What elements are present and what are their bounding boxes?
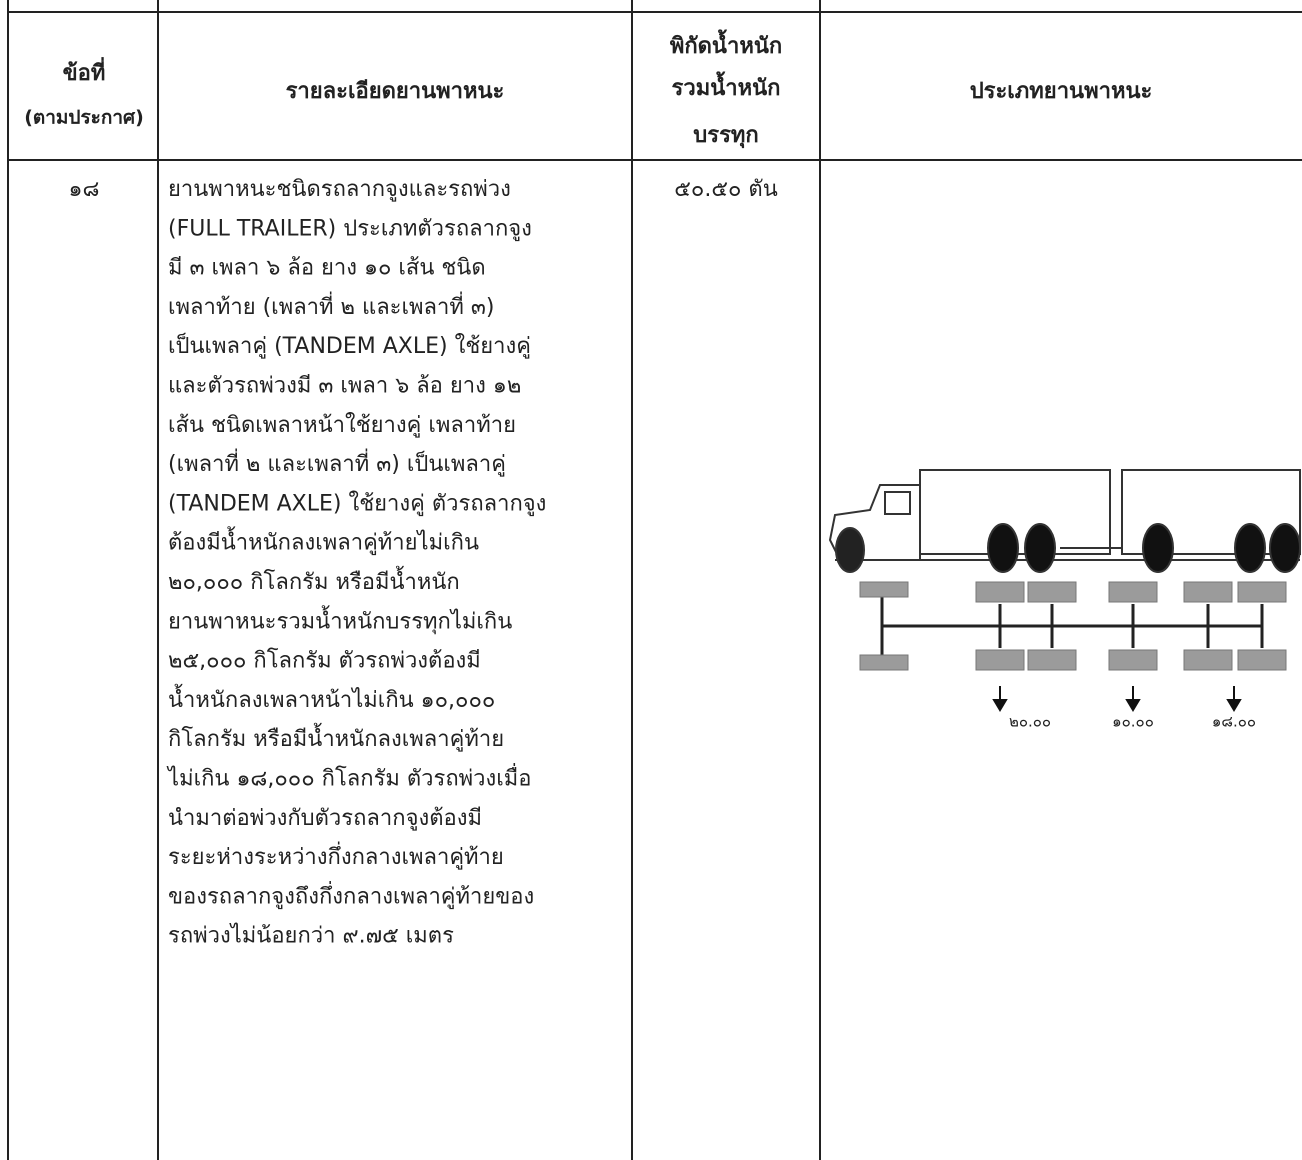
details-line: มี ๓ เพลา ๖ ล้อ ยาง ๑๐ เส้น ชนิด (168, 256, 486, 281)
details-line: เป็นเพลาคู่ (TANDEM AXLE) ใช้ยางคู่ (168, 331, 531, 359)
item-no: ๑๘ (69, 177, 100, 202)
table-borders (7, 0, 1302, 1160)
details-line: (เพลาที่ ๒ และเพลาที่ ๓) เป็นเพลาคู่ (168, 448, 506, 477)
axle-load: ๑๐.๐๐ (1112, 713, 1154, 731)
axle-load: ๑๘.๐๐ (1212, 713, 1256, 731)
axle-load: ๒๐.๐๐ (1009, 713, 1051, 731)
axle-diagram (859, 581, 1287, 712)
header-weight: รวมน้ำหนัก (672, 71, 781, 101)
details-line: ระยะห่างระหว่างกึ่งกลางเพลาคู่ท้าย (168, 841, 504, 870)
details-line: น้ำหนักลงเพลาหน้าไม่เกิน ๑๐,๐๐๐ (168, 684, 495, 713)
details-line: เส้น ชนิดเพลาหน้าใช้ยางคู่ เพลาท้าย (168, 412, 516, 438)
details-line: นำมาต่อพ่วงกับตัวรถลากจูงต้องมี (168, 806, 482, 831)
header-weight: บรรทุก (693, 123, 758, 149)
header-vehicle-type: ประเภทยานพาหนะ (970, 79, 1153, 104)
details-line: ๒๕,๐๐๐ กิโลกรัม ตัวรถพ่วงต้องมี (168, 648, 481, 674)
truck-illustration (828, 469, 1301, 573)
details-line: (TANDEM AXLE) ใช้ยางคู่ ตัวรถลากจูง (168, 490, 546, 516)
header-item-no: (ตามประกาศ) (24, 107, 144, 129)
details-line: ไม่เกิน ๑๘,๐๐๐ กิโลกรัม ตัวรถพ่วงเมื่อ (166, 763, 532, 792)
details-line: รถพ่วงไม่น้อยกว่า ๙.๗๕ เมตร (168, 923, 454, 949)
details-line: และตัวรถพ่วงมี ๓ เพลา ๖ ล้อ ยาง ๑๒ (168, 374, 521, 399)
details-line: ของรถลากจูงถึงกึ่งกลางเพลาคู่ท้ายของ (168, 880, 534, 909)
details-line: เพลาท้าย (เพลาที่ ๒ และเพลาที่ ๓) (168, 291, 494, 320)
header-details: รายละเอียดยานพาหนะ (286, 79, 505, 104)
details-line: ต้องมีน้ำหนักลงเพลาคู่ท้ายไม่เกิน (168, 527, 479, 556)
details-line: ๒๐,๐๐๐ กิโลกรัม หรือมีน้ำหนัก (168, 566, 460, 595)
details-line: กิโลกรัม หรือมีน้ำหนักลงเพลาคู่ท้าย (168, 723, 504, 752)
details-line: ยานพาหนะชนิดรถลากจูงและรถพ่วง (168, 177, 511, 202)
weight-limit: ๕๐.๕๐ ตัน (674, 177, 777, 202)
details-line: ยานพาหนะรวมน้ำหนักบรรทุกไม่เกิน (168, 605, 512, 634)
header-item-no: ข้อที่ (63, 56, 106, 86)
details-line: (FULL TRAILER) ประเภทตัวรถลากจูง (168, 216, 532, 241)
header-weight: พิกัดน้ำหนัก (670, 29, 782, 59)
details: ยานพาหนะชนิดรถลากจูงและรถพ่วง (FULL TRAIL… (166, 177, 546, 949)
